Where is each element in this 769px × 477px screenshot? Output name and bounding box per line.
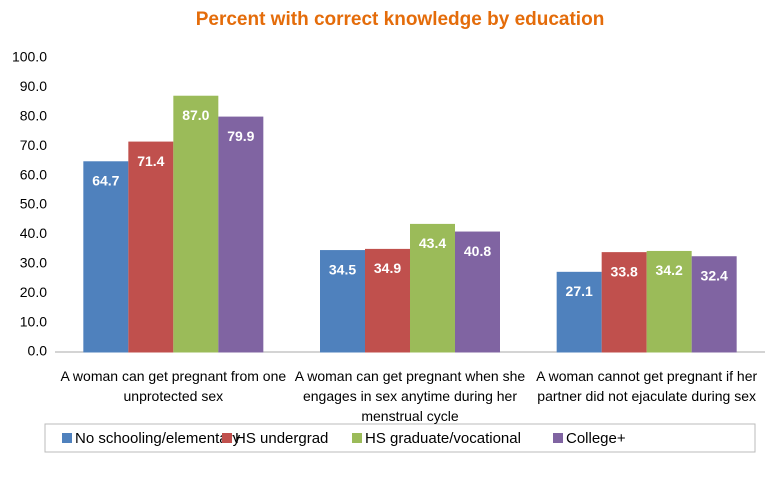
bar xyxy=(646,250,692,353)
legend-swatch xyxy=(553,433,563,443)
value-label: 27.1 xyxy=(566,283,593,299)
y-tick-label: 100.0 xyxy=(12,49,47,65)
y-tick-label: 40.0 xyxy=(20,225,47,241)
value-label: 34.2 xyxy=(656,262,683,278)
bar xyxy=(365,248,410,353)
chart-title: Percent with correct knowledge by educat… xyxy=(196,9,605,30)
value-label: 34.9 xyxy=(374,260,401,276)
y-tick-label: 30.0 xyxy=(20,255,47,271)
value-label: 64.7 xyxy=(92,172,119,188)
legend-label: HS undergrad xyxy=(235,430,328,447)
bar xyxy=(218,116,264,353)
bar xyxy=(455,231,500,353)
y-tick-label: 10.0 xyxy=(20,313,47,329)
bar xyxy=(556,271,602,353)
value-label: 43.4 xyxy=(419,235,446,251)
legend-label: HS graduate/vocational xyxy=(365,430,521,447)
value-label: 79.9 xyxy=(227,128,254,144)
bar xyxy=(601,252,647,353)
legend-label: College+ xyxy=(566,430,626,447)
y-tick-label: 60.0 xyxy=(20,166,47,182)
value-label: 40.8 xyxy=(464,243,491,259)
legend-swatch xyxy=(62,433,72,443)
bar xyxy=(83,161,129,353)
y-tick-label: 0.0 xyxy=(28,343,48,359)
y-tick-label: 90.0 xyxy=(20,78,47,94)
y-tick-label: 50.0 xyxy=(20,196,47,212)
legend-swatch xyxy=(352,433,362,443)
value-label: 32.4 xyxy=(701,267,728,283)
x-tick-label: A woman can get pregnant when she engage… xyxy=(294,368,526,424)
legend-swatch xyxy=(222,433,232,443)
bar xyxy=(128,141,174,353)
y-tick-label: 80.0 xyxy=(20,108,47,124)
bar xyxy=(410,223,455,353)
x-tick-label: A woman cannot get pregnant if her partn… xyxy=(536,368,758,404)
bar xyxy=(691,256,737,353)
bar xyxy=(173,95,219,353)
x-tick-label: A woman can get pregnant from one unprot… xyxy=(60,368,287,404)
value-label: 34.5 xyxy=(329,261,356,277)
value-label: 33.8 xyxy=(611,263,638,279)
value-label: 71.4 xyxy=(137,153,164,169)
legend-label: No schooling/elementary xyxy=(75,430,241,447)
y-tick-label: 70.0 xyxy=(20,137,47,153)
y-tick-label: 20.0 xyxy=(20,284,47,300)
bar xyxy=(320,250,365,353)
legend-box xyxy=(44,423,756,453)
value-label: 87.0 xyxy=(182,107,209,123)
